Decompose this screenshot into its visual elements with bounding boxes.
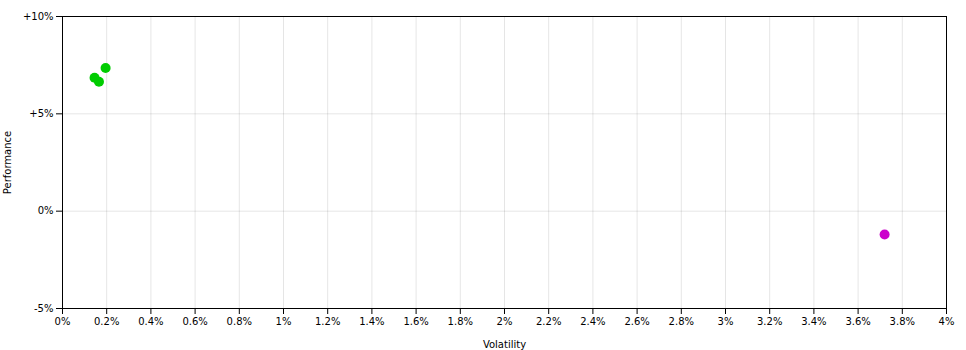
svg-text:3%: 3% <box>718 316 734 327</box>
svg-text:+10%: +10% <box>23 11 54 22</box>
svg-text:0.4%: 0.4% <box>138 316 163 327</box>
svg-text:Volatility: Volatility <box>483 339 526 350</box>
svg-text:4%: 4% <box>939 316 955 327</box>
svg-text:1.4%: 1.4% <box>359 316 384 327</box>
svg-text:1.2%: 1.2% <box>315 316 340 327</box>
svg-text:2.2%: 2.2% <box>536 316 561 327</box>
svg-text:2%: 2% <box>497 316 513 327</box>
svg-text:1%: 1% <box>276 316 292 327</box>
svg-text:0.6%: 0.6% <box>182 316 207 327</box>
svg-text:1.6%: 1.6% <box>403 316 428 327</box>
svg-text:Performance: Performance <box>2 131 13 194</box>
svg-text:3.8%: 3.8% <box>890 316 915 327</box>
svg-text:1.8%: 1.8% <box>448 316 473 327</box>
svg-text:2.6%: 2.6% <box>624 316 649 327</box>
svg-text:+5%: +5% <box>29 108 53 119</box>
svg-text:3.2%: 3.2% <box>757 316 782 327</box>
svg-text:3.6%: 3.6% <box>845 316 870 327</box>
svg-text:0.2%: 0.2% <box>94 316 119 327</box>
svg-text:0%: 0% <box>38 205 54 216</box>
svg-text:2.4%: 2.4% <box>580 316 605 327</box>
svg-text:3.4%: 3.4% <box>801 316 826 327</box>
svg-text:0%: 0% <box>55 316 71 327</box>
svg-text:0.8%: 0.8% <box>227 316 252 327</box>
svg-text:2.8%: 2.8% <box>669 316 694 327</box>
svg-text:-5%: -5% <box>34 303 53 314</box>
